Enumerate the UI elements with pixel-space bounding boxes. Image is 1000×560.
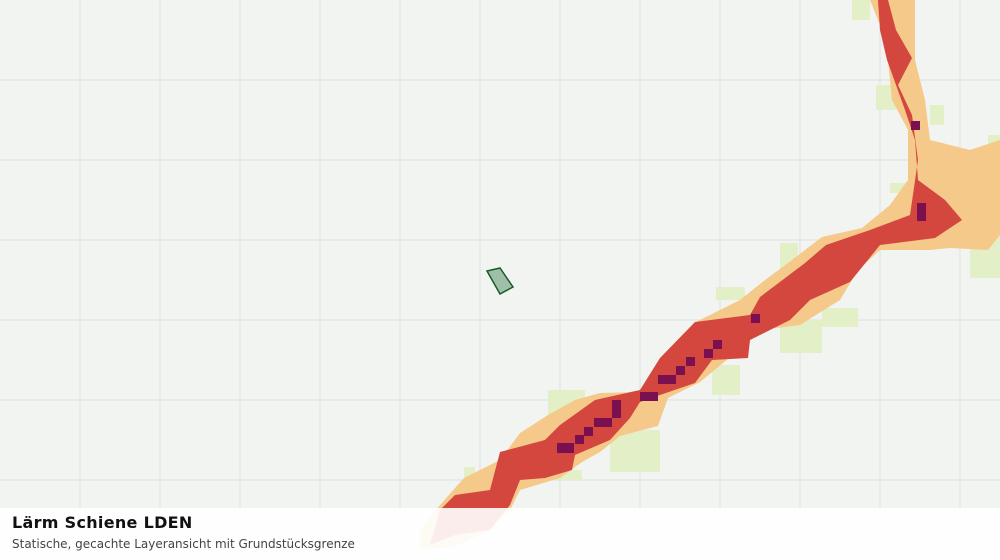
noise-zone-medium — [420, 0, 1000, 548]
noise-zone-very-high — [557, 121, 926, 453]
map-subtitle: Statische, gecachte Layeransicht mit Gru… — [12, 537, 355, 551]
map-title: Lärm Schiene LDEN — [12, 513, 193, 532]
noise-zone-high — [430, 0, 962, 545]
parcel-boundary[interactable] — [485, 267, 515, 296]
caption-panel: Lärm Schiene LDEN Statische, gecachte La… — [0, 508, 1000, 560]
